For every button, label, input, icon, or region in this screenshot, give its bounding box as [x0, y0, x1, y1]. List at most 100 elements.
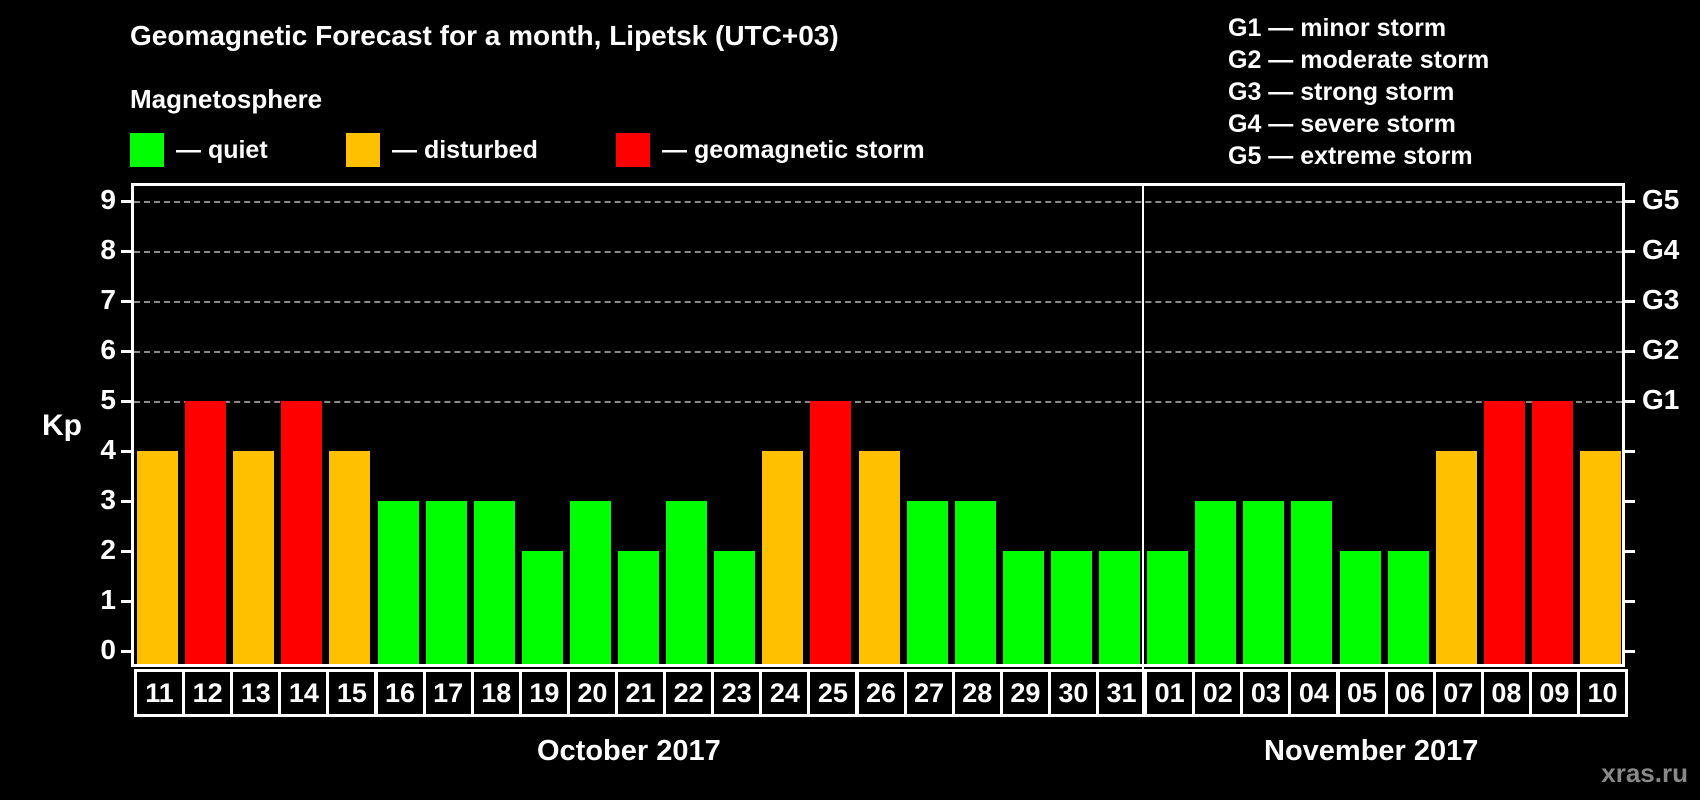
date-label: 12 — [182, 669, 234, 717]
bar-01 — [1147, 551, 1189, 666]
bar-14 — [281, 401, 323, 666]
bar-03 — [1243, 501, 1285, 666]
bar-08 — [1483, 401, 1525, 666]
y-tick — [121, 400, 131, 403]
date-label: 22 — [663, 669, 715, 717]
y-tick — [121, 600, 131, 603]
y-tick-label: 1 — [100, 584, 116, 615]
y-tick-right — [1625, 350, 1635, 353]
gridline — [134, 301, 1622, 303]
y-axis-label: Kp — [42, 409, 82, 442]
bar-19 — [521, 551, 563, 666]
date-label: 29 — [999, 669, 1051, 717]
bar-04 — [1291, 501, 1333, 666]
y-tick — [121, 350, 131, 353]
legend-item: — disturbed — [346, 133, 538, 167]
date-label: 13 — [230, 669, 282, 717]
bar-23 — [714, 551, 756, 666]
month-label: October 2017 — [537, 735, 721, 767]
g-scale-tick-label: G3 — [1642, 284, 1680, 315]
date-label: 03 — [1240, 669, 1292, 717]
bar-05 — [1339, 551, 1381, 666]
bar-06 — [1387, 551, 1429, 666]
y-tick-right — [1625, 600, 1635, 603]
date-label: 17 — [422, 669, 474, 717]
date-label: 05 — [1336, 669, 1388, 717]
y-tick-right — [1625, 550, 1635, 553]
bar-31 — [1099, 551, 1140, 666]
bar-29 — [1002, 551, 1044, 666]
y-tick-right — [1625, 200, 1635, 203]
y-tick-label: 9 — [100, 184, 116, 215]
bar-07 — [1435, 451, 1477, 666]
bar-24 — [762, 451, 804, 666]
bar-15 — [329, 451, 371, 666]
legend-swatch — [616, 133, 650, 167]
y-tick-label: 5 — [100, 384, 116, 415]
date-label: 30 — [1047, 669, 1099, 717]
date-label: 14 — [278, 669, 330, 717]
date-label: 27 — [903, 669, 955, 717]
date-label: 25 — [807, 669, 859, 717]
date-label: 08 — [1480, 669, 1532, 717]
date-label: 19 — [518, 669, 570, 717]
y-tick-label: 6 — [100, 334, 116, 365]
bar-28 — [954, 501, 996, 666]
y-tick — [121, 450, 131, 453]
y-tick-right — [1625, 450, 1635, 453]
month-divider — [1142, 183, 1144, 717]
date-label: 28 — [951, 669, 1003, 717]
y-tick-right — [1625, 400, 1635, 403]
date-label: 11 — [134, 669, 186, 717]
date-label: 24 — [759, 669, 811, 717]
y-tick-right — [1625, 300, 1635, 303]
date-label: 16 — [374, 669, 426, 717]
date-label: 10 — [1577, 669, 1629, 717]
bar-12 — [185, 401, 227, 666]
bar-26 — [858, 451, 900, 666]
bar-13 — [233, 451, 275, 666]
gridline — [134, 401, 1622, 403]
bar-27 — [906, 501, 948, 666]
legend-label: — geomagnetic storm — [662, 135, 925, 164]
y-tick-right — [1625, 250, 1635, 253]
y-tick — [121, 500, 131, 503]
gridline — [134, 201, 1622, 203]
g-scale-item: G4 — severe storm — [1228, 110, 1456, 138]
g-scale-item: G2 — moderate storm — [1228, 46, 1490, 74]
g-scale-item: G1 — minor storm — [1228, 14, 1447, 42]
bar-09 — [1531, 401, 1573, 666]
legend-heading: Magnetosphere — [130, 84, 323, 114]
legend-swatch — [346, 133, 380, 167]
legend-label: — disturbed — [392, 135, 538, 164]
date-label: 21 — [615, 669, 667, 717]
y-tick — [121, 200, 131, 203]
y-tick-label: 0 — [100, 634, 116, 665]
month-label: November 2017 — [1264, 735, 1479, 767]
date-label: 04 — [1288, 669, 1340, 717]
date-label: 06 — [1384, 669, 1436, 717]
g-scale-tick-label: G2 — [1642, 334, 1680, 365]
bar-22 — [666, 501, 708, 666]
y-tick-label: 3 — [100, 484, 116, 515]
chart-title: Geomagnetic Forecast for a month, Lipets… — [130, 20, 839, 51]
plot-frame — [131, 183, 1625, 667]
g-scale-item: G3 — strong storm — [1228, 78, 1455, 106]
bar-30 — [1050, 551, 1092, 666]
bar-17 — [425, 501, 467, 666]
g-scale-tick-label: G1 — [1642, 384, 1680, 415]
bar-18 — [473, 501, 515, 666]
y-tick — [121, 550, 131, 553]
date-label: 01 — [1144, 669, 1196, 717]
g-scale-legend: G1 — minor storm G2 — moderate storm G3 — … — [1228, 12, 1489, 172]
date-label: 09 — [1528, 669, 1580, 717]
date-label: 23 — [711, 669, 763, 717]
y-tick-label: 2 — [100, 534, 116, 565]
date-label: 20 — [566, 669, 618, 717]
y-tick — [121, 650, 131, 653]
y-tick-right — [1625, 650, 1635, 653]
y-tick — [121, 250, 131, 253]
y-tick-label: 7 — [100, 284, 116, 315]
bar-02 — [1195, 501, 1237, 666]
bar-11 — [137, 451, 178, 666]
